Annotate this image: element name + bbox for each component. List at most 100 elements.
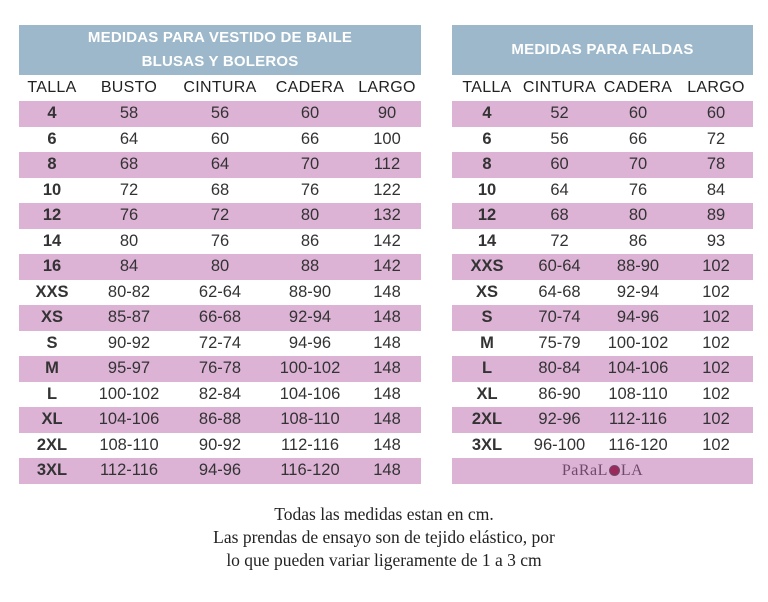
size-cell: 4	[482, 104, 492, 123]
table-row: L 100-102 82-84 104-106 148	[19, 382, 421, 408]
size-cell: 10	[42, 180, 62, 199]
value-cell: 148	[373, 435, 401, 454]
value-cell: 102	[702, 384, 730, 403]
value-cell: 93	[706, 231, 726, 250]
value-cell: 72	[119, 180, 139, 199]
table-row: 8 60 70 78	[452, 152, 753, 178]
brand-text-left: PaRaL	[561, 461, 608, 479]
value-cell: 104-106	[98, 410, 160, 429]
table-row: 2XL 108-110 90-92 112-116 148	[19, 433, 421, 459]
table-row: 16 84 80 88 142	[19, 254, 421, 280]
value-cell: 78	[706, 155, 726, 174]
skirt-size-table: MEDIDAS PARA FALDAS TALLA CINTURA CADERA…	[452, 25, 753, 484]
value-cell: 112-116	[608, 410, 668, 429]
value-cell: 95-97	[107, 359, 151, 378]
col-cadera: CADERA	[603, 79, 673, 96]
value-cell: 70	[628, 155, 648, 174]
table-row: 10 72 68 76 122	[19, 178, 421, 204]
value-cell: 94-96	[616, 308, 660, 327]
value-cell: 68	[550, 206, 569, 225]
size-cell: 14	[477, 231, 497, 250]
value-cell: 76	[210, 231, 230, 250]
col-cintura: CINTURA	[522, 79, 597, 96]
value-cell: 116-120	[608, 435, 668, 454]
col-busto: BUSTO	[100, 79, 158, 96]
value-cell: 80-84	[538, 359, 581, 378]
value-cell: 148	[373, 359, 401, 378]
value-cell: 88	[300, 257, 320, 276]
col-cintura: CINTURA	[183, 79, 257, 96]
table-row: M 75-79 100-102 102	[452, 331, 753, 357]
value-cell: 88-90	[616, 257, 660, 276]
skirt-table-title: MEDIDAS PARA FALDAS	[452, 25, 753, 75]
value-cell: 80	[300, 206, 320, 225]
table-row: XL 86-90 108-110 102	[452, 382, 753, 408]
value-cell: 66	[628, 129, 648, 148]
value-cell: 80-82	[107, 282, 151, 301]
table-row: 4 52 60 60	[452, 101, 753, 127]
table-row: XS 64-68 92-94 102	[452, 280, 753, 306]
size-cell: XS	[475, 282, 498, 301]
value-cell: 112-116	[280, 435, 340, 454]
dress-column-headers: TALLA BUSTO CINTURA CADERA LARGO	[19, 75, 421, 101]
table-row: 14 72 86 93	[452, 229, 753, 255]
value-cell: 60	[706, 104, 726, 123]
value-cell: 64	[210, 155, 230, 174]
value-cell: 80	[210, 257, 230, 276]
dress-title-line2: BLUSAS Y BOLEROS	[141, 53, 299, 70]
value-cell: 64	[550, 180, 569, 199]
value-cell: 62-64	[198, 282, 242, 301]
brand-logo: PaRaL LA	[452, 458, 753, 484]
size-cell: XL	[41, 410, 63, 429]
value-cell: 76	[628, 180, 648, 199]
size-cell: M	[45, 359, 59, 378]
table-row: 8 68 64 70 112	[19, 152, 421, 178]
footnote: Todas las medidas estan en cm. Las prend…	[0, 503, 768, 572]
size-cell: 8	[47, 155, 57, 174]
value-cell: 60-64	[538, 257, 581, 276]
value-cell: 102	[702, 333, 730, 352]
value-cell: 86	[628, 231, 648, 250]
value-cell: 64-68	[538, 282, 581, 301]
table-row: L 80-84 104-106 102	[452, 356, 753, 382]
value-cell: 100-102	[607, 333, 669, 352]
value-cell: 72	[706, 129, 726, 148]
value-cell: 90	[377, 104, 397, 123]
value-cell: 142	[373, 231, 401, 250]
skirt-column-headers: TALLA CINTURA CADERA LARGO	[452, 75, 753, 101]
size-cell: L	[481, 359, 493, 378]
table-row: 2XL 92-96 112-116 102	[452, 407, 753, 433]
value-cell: 60	[550, 155, 569, 174]
value-cell: 90-92	[107, 333, 151, 352]
footnote-line3: lo que pueden variar ligeramente de 1 a …	[226, 550, 542, 570]
table-row: 4 58 56 60 90	[19, 101, 421, 127]
skirt-table-body: 4 52 60 60 6 56 66 72 8 60 70 78 10 64 76 84 12 68 80 89 14 7…	[452, 101, 753, 458]
size-cell: 16	[42, 257, 62, 276]
footnote-line1: Todas las medidas estan en cm.	[274, 504, 494, 524]
value-cell: 102	[702, 359, 730, 378]
value-cell: 70-74	[538, 308, 581, 327]
value-cell: 85-87	[107, 308, 151, 327]
value-cell: 70	[300, 155, 320, 174]
value-cell: 148	[373, 333, 401, 352]
brand-text-right: LA	[620, 461, 644, 479]
table-row: S 70-74 94-96 102	[452, 305, 753, 331]
table-row: 14 80 76 86 142	[19, 229, 421, 255]
size-cell: 10	[477, 180, 497, 199]
table-row: XL 104-106 86-88 108-110 148	[19, 407, 421, 433]
dress-title-line1: MEDIDAS PARA VESTIDO DE BAILE	[87, 29, 353, 46]
value-cell: 76	[119, 206, 139, 225]
table-row: XXS 80-82 62-64 88-90 148	[19, 280, 421, 306]
size-cell: S	[46, 333, 58, 352]
value-cell: 76-78	[198, 359, 242, 378]
footnote-line2: Las prendas de ensayo son de tejido elás…	[213, 527, 555, 547]
value-cell: 92-96	[538, 410, 581, 429]
value-cell: 72-74	[198, 333, 242, 352]
value-cell: 148	[373, 461, 401, 480]
table-row: M 95-97 76-78 100-102 148	[19, 356, 421, 382]
table-row: 3XL 96-100 116-120 102	[452, 433, 753, 459]
size-cell: L	[46, 384, 58, 403]
size-cell: 12	[477, 206, 497, 225]
value-cell: 88-90	[288, 282, 332, 301]
value-cell: 148	[373, 410, 401, 429]
